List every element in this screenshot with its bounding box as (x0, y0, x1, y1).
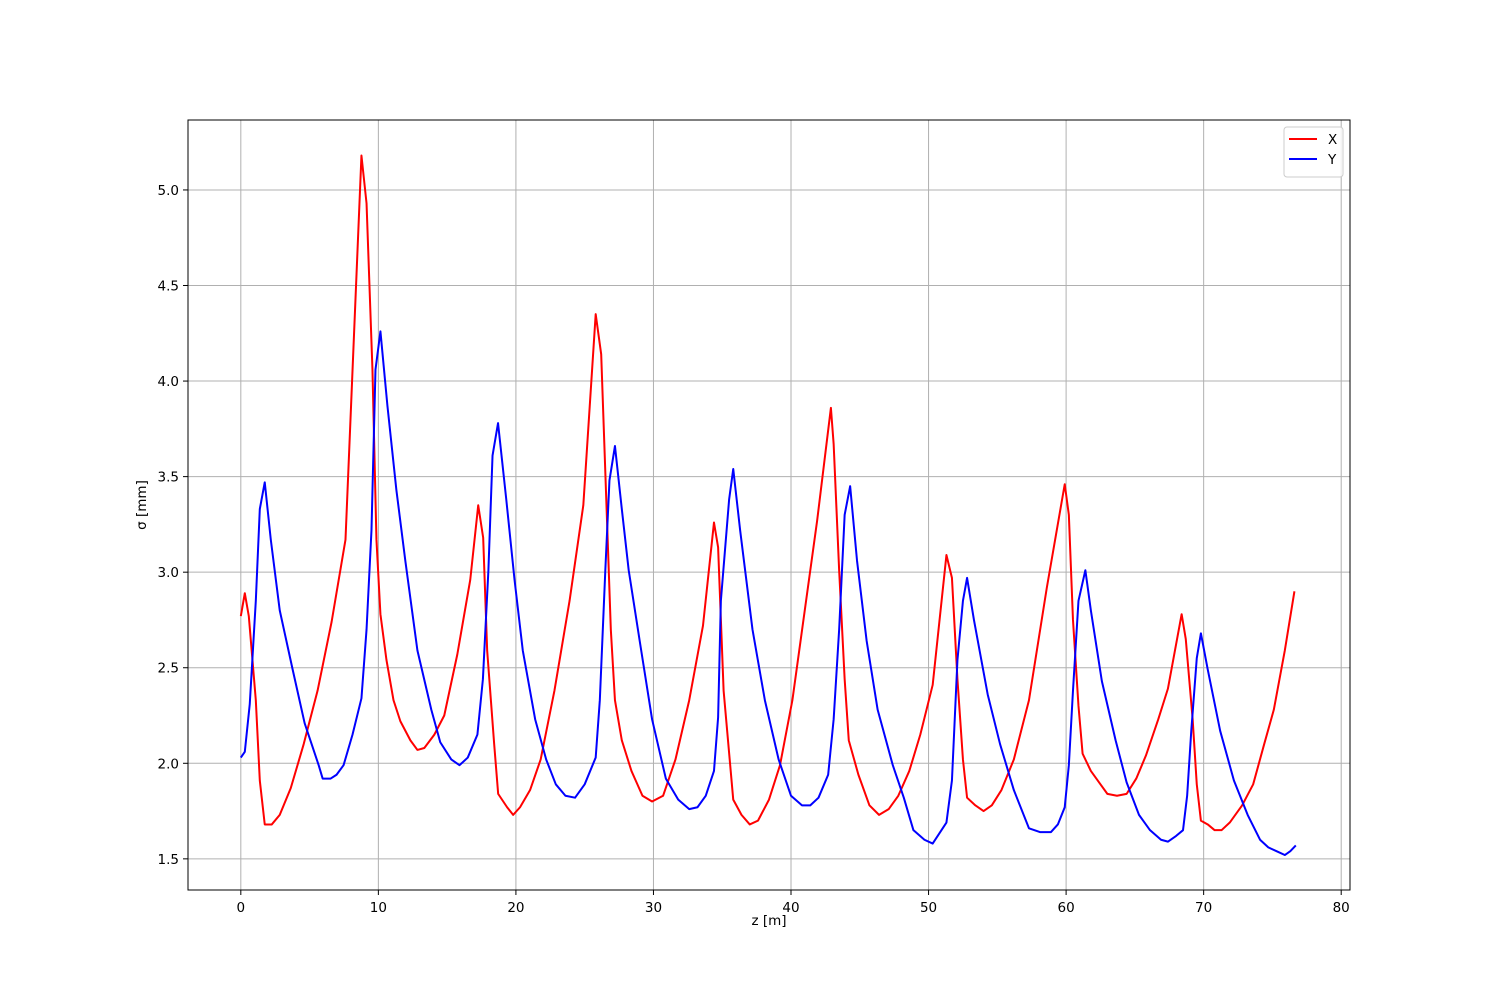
y-tick-label: 3.5 (158, 470, 179, 486)
x-tick-label: 60 (1058, 900, 1075, 916)
x-tick-label: 20 (507, 900, 524, 916)
y-tick-label: 3.0 (158, 565, 179, 581)
x-tick-label: 40 (782, 900, 799, 916)
series-line (239, 330, 1297, 857)
legend: XY (1283, 126, 1344, 178)
legend-label: X (1328, 132, 1337, 148)
y-tick-label: 1.5 (158, 852, 179, 868)
x-tick-label: 10 (370, 900, 387, 916)
x-tick-label: 30 (645, 900, 662, 916)
y-tick-label: 4.5 (158, 279, 179, 295)
y-tick-label: 5.0 (158, 183, 179, 199)
y-tick-label: 2.0 (158, 756, 179, 772)
x-tick-label: 0 (237, 900, 246, 916)
x-tick-label: 50 (920, 900, 937, 916)
plot-frame (187, 119, 1351, 891)
x-axis-label: z [m] (751, 913, 786, 929)
legend-label: Y (1327, 152, 1337, 168)
series-line (239, 154, 1296, 832)
y-axis-label: σ [mm] (134, 480, 150, 530)
y-tick-label: 4.0 (158, 374, 179, 390)
x-tick-label: 80 (1333, 900, 1350, 916)
x-tick-label: 70 (1195, 900, 1212, 916)
y-tick-label: 2.5 (158, 661, 179, 677)
